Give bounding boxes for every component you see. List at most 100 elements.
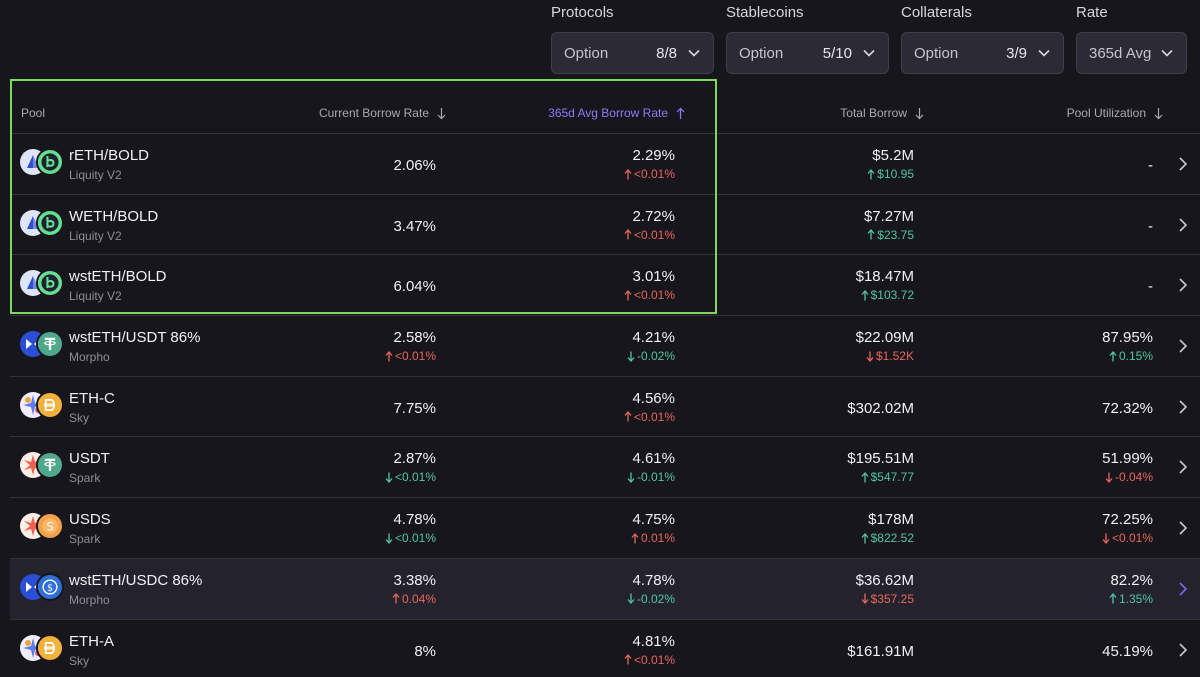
pool-protocol: Spark <box>69 532 101 547</box>
arrow-up-icon <box>392 593 400 604</box>
pool-utilization-change: -0.04% <box>1102 470 1153 484</box>
total-borrow: $18.47M $103.72 <box>856 268 914 302</box>
current-borrow-rate-change-value: <0.01% <box>394 531 436 546</box>
chevron-right-icon[interactable] <box>1178 217 1188 233</box>
total-borrow-change: $357.25 <box>856 592 914 606</box>
current-borrow-rate-change-value: 0.04% <box>401 591 436 606</box>
pool-protocol: Sky <box>69 653 90 668</box>
avg-borrow-rate-change-value: -0.02% <box>636 591 675 606</box>
bold-icon <box>36 148 64 176</box>
column-header-current-borrow-rate[interactable]: Current Borrow Rate <box>319 106 446 120</box>
table-row[interactable]: rETH/BOLD Liquity V2 2.06% 2.29% <0.01% $5.2M… <box>10 134 1200 195</box>
avg-borrow-rate: 2.72% <0.01% <box>624 208 675 242</box>
avg-borrow-rate-change: <0.01% <box>624 410 675 424</box>
avg-borrow-rate-value: 4.56% <box>632 389 675 407</box>
total-borrow: $7.27M $23.75 <box>864 208 914 242</box>
table-row[interactable]: wstETH/BOLD Liquity V2 6.04% 3.01% <0.01% $18… <box>10 255 1200 317</box>
avg-borrow-rate-change-value: <0.01% <box>633 652 675 667</box>
dropdown-count: 3/9 <box>1006 44 1027 62</box>
column-header-365d-avg-borrow-rate[interactable]: 365d Avg Borrow Rate <box>548 106 685 120</box>
chevron-down-icon <box>1161 49 1173 57</box>
arrow-up-icon <box>631 532 639 544</box>
filter-label-protocols: Protocols <box>551 4 614 21</box>
current-borrow-rate-value: 6.04% <box>393 278 436 296</box>
usdc-icon: $ <box>36 572 64 601</box>
current-borrow-rate-change-value: <0.01% <box>394 349 436 364</box>
arrow-up-icon <box>624 229 632 240</box>
pool-utilization-change-value: 1.35% <box>1118 591 1153 606</box>
table-row[interactable]: ETH-A Sky 8% 4.81% <0.01% $161.91M 45.19% <box>10 620 1200 677</box>
avg-borrow-rate-change-value: <0.01% <box>633 409 675 424</box>
pool-protocol: Sky <box>69 410 90 425</box>
pool-name: ETH-A <box>69 632 114 650</box>
dropdown-count: 5/10 <box>822 44 852 62</box>
table-row[interactable]: S USDS Spark 4.78% <0.01% 4.75% 0.01% $178M $822… <box>10 498 1200 559</box>
table-row[interactable]: $ wstETH/USDC 86% Morpho 3.38% 0.04% 4.78% -0.… <box>10 558 1200 620</box>
pool-protocol: Liquity V2 <box>69 228 122 243</box>
total-borrow-value: $161.91M <box>847 642 914 660</box>
avg-borrow-rate-value: 3.01% <box>632 268 675 286</box>
pool-icons <box>20 148 64 177</box>
protocols-dropdown[interactable]: Option 8/8 <box>551 32 714 74</box>
total-borrow-change: $10.95 <box>867 167 914 181</box>
avg-borrow-rate: 4.78% -0.02% <box>627 572 675 606</box>
pool-utilization-change: 0.15% <box>1102 349 1153 363</box>
usdt-icon <box>36 451 64 480</box>
table-row[interactable]: WETH/BOLD Liquity V2 3.47% 2.72% <0.01% $7.27… <box>10 195 1200 256</box>
avg-borrow-rate-value: 2.29% <box>632 147 675 164</box>
total-borrow: $5.2M $10.95 <box>867 147 914 181</box>
current-borrow-rate-value: 4.78% <box>393 511 436 529</box>
dropdown-option-text: 365d Avg <box>1089 44 1152 62</box>
pool-name: ETH-C <box>69 389 115 407</box>
chevron-right-icon[interactable] <box>1178 277 1188 293</box>
table-row[interactable]: USDT Spark 2.87% <0.01% 4.61% -0.01% $195.51M $… <box>10 437 1200 499</box>
total-borrow: $161.91M <box>847 633 914 660</box>
filter-label-collaterals: Collaterals <box>901 4 972 21</box>
chevron-right-icon[interactable] <box>1178 459 1188 475</box>
total-borrow-change-value: $23.75 <box>877 227 914 242</box>
pool-utilization-change: <0.01% <box>1102 531 1153 545</box>
collaterals-dropdown[interactable]: Option 3/9 <box>901 32 1064 74</box>
arrow-up-icon <box>1109 350 1117 362</box>
pool-protocol: Liquity V2 <box>69 168 122 182</box>
avg-borrow-rate-change-value: <0.01% <box>633 288 675 303</box>
column-header-pool-utilization[interactable]: Pool Utilization <box>1067 106 1163 120</box>
dai-icon <box>36 633 64 662</box>
pool-utilization-change-value: 0.15% <box>1118 349 1153 364</box>
total-borrow: $195.51M $547.77 <box>847 450 914 484</box>
chevron-right-icon[interactable] <box>1178 156 1188 172</box>
chevron-down-icon <box>1038 49 1050 57</box>
pool-name: WETH/BOLD <box>69 207 159 225</box>
stablecoins-dropdown[interactable]: Option 5/10 <box>726 32 889 74</box>
arrow-up-icon <box>861 289 869 301</box>
avg-borrow-rate-change: 0.01% <box>631 531 675 545</box>
avg-borrow-rate: 4.81% <0.01% <box>624 633 675 667</box>
current-borrow-rate: 4.78% <0.01% <box>385 511 436 545</box>
pool-utilization-value: 82.2% <box>1110 571 1153 589</box>
usdt-icon <box>36 330 64 359</box>
pool-icons: $ <box>20 572 64 602</box>
filter-label-rate: Rate <box>1076 4 1108 21</box>
table-row[interactable]: wstETH/USDT 86% Morpho 2.58% <0.01% 4.21% -0.… <box>10 316 1200 377</box>
pool-utilization: 72.25% <0.01% <box>1102 511 1153 545</box>
chevron-right-icon[interactable] <box>1178 399 1188 415</box>
pool-protocol: Morpho <box>69 592 110 607</box>
usds-icon: S <box>36 512 64 541</box>
pool-name: rETH/BOLD <box>69 147 150 164</box>
bold-icon <box>36 208 64 237</box>
pool-icons <box>20 269 64 298</box>
chevron-right-icon[interactable] <box>1178 520 1188 536</box>
current-borrow-rate: 7.75% <box>393 390 436 417</box>
chevron-right-icon[interactable] <box>1178 581 1188 597</box>
chevron-right-icon[interactable] <box>1178 642 1188 658</box>
rate-dropdown[interactable]: 365d Avg <box>1076 32 1187 74</box>
current-borrow-rate: 6.04% <box>393 268 436 295</box>
avg-borrow-rate: 3.01% <0.01% <box>624 268 675 302</box>
pool-utilization-value: 72.32% <box>1102 399 1153 417</box>
column-header-total-borrow[interactable]: Total Borrow <box>840 106 924 120</box>
total-borrow-value: $18.47M <box>855 268 914 286</box>
table-row[interactable]: ETH-C Sky 7.75% 4.56% <0.01% $302.02M 72.32% <box>10 377 1200 438</box>
dropdown-count: 8/8 <box>656 44 677 62</box>
pool-name: USDT <box>69 450 110 468</box>
chevron-right-icon[interactable] <box>1178 338 1188 354</box>
